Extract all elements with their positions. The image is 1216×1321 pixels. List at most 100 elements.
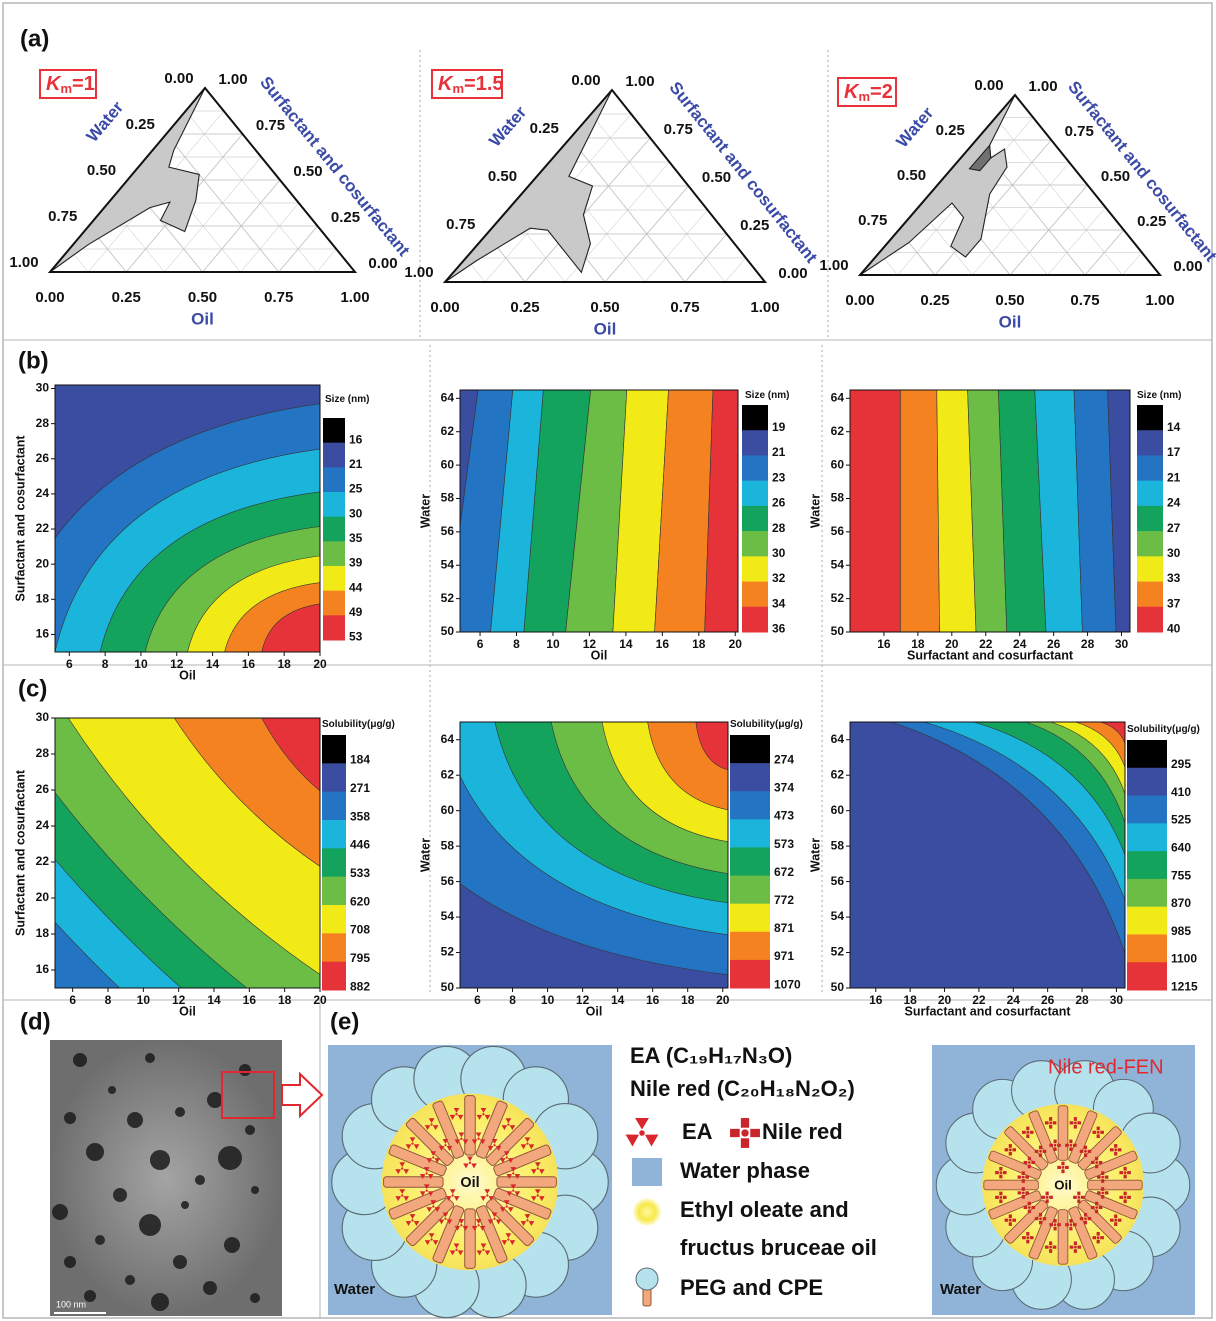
ea-blade xyxy=(449,1189,456,1194)
ea-icon xyxy=(405,1137,420,1150)
colorbar-segment xyxy=(1127,851,1167,880)
colorbar-label: 870 xyxy=(1171,896,1191,910)
nile-arm xyxy=(1021,1171,1025,1176)
x-tick-label: 16 xyxy=(656,637,670,651)
surfactant-tail xyxy=(493,1144,552,1177)
x-tick-label: 30 xyxy=(1110,993,1124,1007)
colorbar-label: 40 xyxy=(1167,622,1181,636)
nile-red-icon xyxy=(1079,1145,1092,1158)
nile-arm xyxy=(1079,1149,1084,1153)
contour-band xyxy=(1107,390,1130,632)
contour-band xyxy=(936,390,977,632)
ea-core xyxy=(526,1219,529,1222)
surfactant-tail xyxy=(1057,1105,1069,1161)
ea-blade xyxy=(442,1212,449,1218)
contour-band xyxy=(612,390,669,632)
water-tick-label: 0.50 xyxy=(897,167,926,184)
ea-icon xyxy=(424,1233,439,1246)
colorbar-title: Solubility(μg/g) xyxy=(322,719,395,730)
ea-blade xyxy=(403,1169,410,1175)
ea-core xyxy=(430,1238,433,1241)
contour-band xyxy=(490,390,544,632)
nile-arm xyxy=(1109,1148,1114,1152)
colorbar-label: 27 xyxy=(1167,521,1181,535)
nile-arm xyxy=(750,1128,760,1138)
nile-arm xyxy=(995,1171,999,1175)
colorbar-segment xyxy=(322,933,346,963)
y-tick-label: 22 xyxy=(36,854,50,868)
ternary-grid-line xyxy=(684,233,728,283)
oil-tick-label: 0.00 xyxy=(430,299,459,316)
nile-core xyxy=(999,1171,1003,1175)
x-tick-label: 16 xyxy=(869,993,883,1007)
ea-icon xyxy=(449,1243,464,1256)
nile-arm xyxy=(1027,1164,1031,1169)
colorbar-segment xyxy=(730,763,770,792)
colorbar-segment xyxy=(323,541,345,567)
surfactant-tail xyxy=(1028,1206,1058,1260)
contour-band xyxy=(850,390,901,632)
colorbar-segment xyxy=(323,442,345,468)
nile-red-icon xyxy=(1119,1166,1131,1179)
nile-arm xyxy=(740,1118,750,1128)
x-tick-label: 10 xyxy=(546,637,560,651)
nile-arm xyxy=(1073,1195,1077,1199)
x-tick-label: 8 xyxy=(513,637,520,651)
ea-icon xyxy=(499,1151,514,1164)
ea-blade xyxy=(399,1189,406,1195)
surfactant-tick-label: 1.00 xyxy=(218,71,247,88)
nile-arm xyxy=(1008,1222,1012,1226)
nile-red-icon xyxy=(1065,1218,1077,1231)
nile-red-icon xyxy=(1023,1201,1036,1214)
ea-blade xyxy=(514,1174,521,1179)
colorbar-label: 39 xyxy=(349,556,363,570)
oil-tick-label: 0.25 xyxy=(920,292,949,309)
nile-core xyxy=(1008,1148,1012,1152)
ternary-grid-line xyxy=(972,162,1070,276)
colorbar-label: 446 xyxy=(350,838,370,852)
ea-icon xyxy=(449,1107,464,1120)
legend-text: Ethyl oleate and xyxy=(680,1197,849,1222)
surfactant-tail xyxy=(1004,1126,1049,1171)
y-tick-label: 30 xyxy=(36,381,50,395)
nile-arm xyxy=(1008,1144,1012,1148)
nile-arm xyxy=(1029,1130,1034,1134)
km-symbol: K xyxy=(46,73,62,95)
nile-red-icon xyxy=(1017,1187,1030,1199)
colorbar-segment xyxy=(742,606,768,633)
y-axis-label: Water xyxy=(808,838,822,872)
ea-blade xyxy=(514,1191,521,1197)
core-label: Oil xyxy=(460,1175,479,1191)
colorbar-label: 30 xyxy=(772,546,786,560)
x-tick-label: 6 xyxy=(66,657,73,671)
nile-red-icon xyxy=(1022,1231,1034,1244)
nile-arm xyxy=(999,1174,1003,1179)
x-tick-label: 10 xyxy=(134,657,148,671)
nile-arm xyxy=(1096,1191,1101,1195)
nile-red-icon xyxy=(1049,1218,1061,1231)
colorbar-segment xyxy=(1137,405,1163,431)
nile-arm xyxy=(1096,1134,1100,1139)
oil-axis-label: Oil xyxy=(999,312,1022,331)
colorbar-label: 32 xyxy=(772,571,786,585)
x-tick-label: 20 xyxy=(313,657,327,671)
ea-icon xyxy=(445,1189,460,1202)
ternary-grid-line xyxy=(185,110,318,273)
colorbar-segment xyxy=(1127,906,1167,935)
ternary-grid-line xyxy=(1047,207,1106,276)
ternary-grid-line xyxy=(240,202,299,273)
surfactant-tick-label: 0.00 xyxy=(368,255,397,272)
nile-arm xyxy=(1031,1160,1036,1165)
nile-arm xyxy=(1057,1223,1061,1227)
colorbar-label: 33 xyxy=(1167,571,1181,585)
nanoparticle xyxy=(175,1107,185,1117)
legend-text: PEG and CPE xyxy=(680,1275,823,1300)
colorbar-label: 53 xyxy=(349,630,363,644)
surfactant-tick-label: 1.00 xyxy=(1028,78,1057,95)
colorbar-label: 755 xyxy=(1171,868,1191,882)
colorbar-label: 882 xyxy=(350,979,370,993)
nile-arm xyxy=(1017,1191,1022,1195)
oil-tick-label: 0.25 xyxy=(112,289,141,306)
nile-arm xyxy=(1045,1199,1049,1204)
pointer-arrow xyxy=(281,1071,324,1119)
